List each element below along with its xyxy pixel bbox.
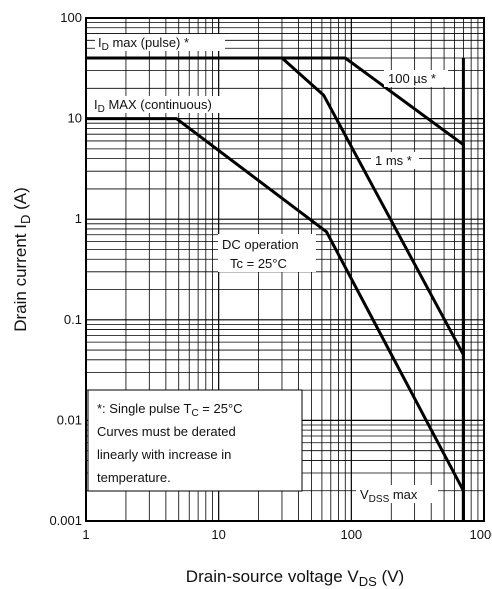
- label-bg: [91, 96, 239, 113]
- label-bg: [384, 70, 448, 87]
- label-vdss-max: VDSS max: [360, 487, 418, 505]
- y-tick-label: 0.001: [49, 513, 82, 528]
- y-axis-title: Drain current ID (A): [11, 187, 33, 332]
- x-axis-title: Drain-source voltage VDS (V): [186, 567, 404, 589]
- y-tick-label: 1: [75, 211, 82, 226]
- label-bg: [371, 152, 419, 169]
- y-tick-label: 0.1: [64, 312, 82, 327]
- x-tick-label: 1: [82, 527, 89, 542]
- x-tick-label: 1000: [470, 527, 492, 542]
- x-tick-label: 10: [211, 527, 225, 542]
- soa-curve: [86, 117, 465, 492]
- tick-labels: 1 10 100 1000 100 10 1 0.1 0.01 0.001: [49, 10, 492, 542]
- note-derating-line: linearly with increase in: [97, 447, 231, 462]
- label-dc-operation: DC operation: [222, 237, 299, 252]
- plot-frame: [85, 17, 485, 522]
- label-100us: 100 µs *: [388, 71, 436, 86]
- note-box: [87, 389, 303, 492]
- x-tick-label: 100: [340, 527, 362, 542]
- label-bg: [356, 485, 438, 503]
- note-single-pulse: *: Single pulse TC = 25°C: [97, 401, 243, 419]
- soa-curve: [86, 56, 465, 356]
- y-tick-label: 0.01: [57, 412, 82, 427]
- label-bg: [218, 234, 316, 272]
- label-id-max-continuous: ID MAX (continuous): [94, 97, 212, 115]
- note-derating-line: Curves must be derated: [97, 424, 236, 439]
- label-bg: [95, 34, 225, 51]
- label-1ms: 1 ms *: [375, 153, 412, 168]
- label-id-max-pulse: ID max (pulse) *: [98, 35, 189, 53]
- y-tick-label: 100: [60, 10, 82, 25]
- y-tick-label: 10: [68, 111, 82, 126]
- label-dc-temperature: Tc = 25°C: [230, 256, 287, 271]
- note-derating-line: temperature.: [97, 470, 171, 485]
- curves: [86, 56, 465, 521]
